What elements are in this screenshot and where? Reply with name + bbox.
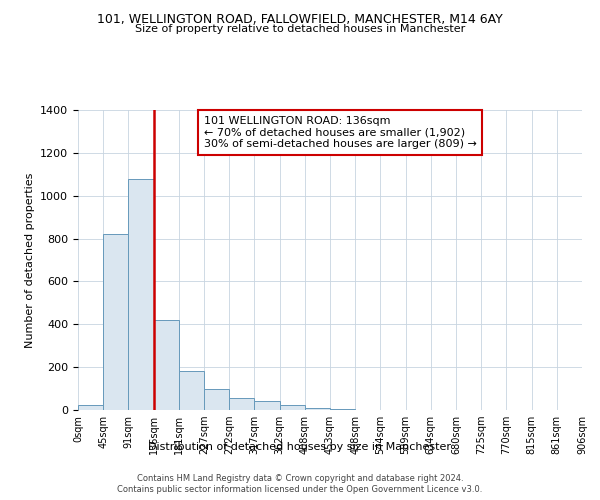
Bar xyxy=(204,388,229,410)
Bar xyxy=(254,402,280,410)
Bar xyxy=(280,404,305,410)
Bar xyxy=(330,409,355,410)
Text: 101, WELLINGTON ROAD, FALLOWFIELD, MANCHESTER, M14 6AY: 101, WELLINGTON ROAD, FALLOWFIELD, MANCH… xyxy=(97,12,503,26)
Bar xyxy=(229,398,254,410)
Y-axis label: Number of detached properties: Number of detached properties xyxy=(25,172,35,348)
Bar xyxy=(78,404,103,410)
Bar xyxy=(305,408,330,410)
Text: Distribution of detached houses by size in Manchester: Distribution of detached houses by size … xyxy=(149,442,452,452)
Text: Size of property relative to detached houses in Manchester: Size of property relative to detached ho… xyxy=(135,24,465,34)
Text: Contains HM Land Registry data © Crown copyright and database right 2024.: Contains HM Land Registry data © Crown c… xyxy=(137,474,463,483)
Text: Contains public sector information licensed under the Open Government Licence v3: Contains public sector information licen… xyxy=(118,485,482,494)
Bar xyxy=(103,234,128,410)
Bar xyxy=(154,320,179,410)
Bar xyxy=(179,372,204,410)
Bar xyxy=(128,178,154,410)
Text: 101 WELLINGTON ROAD: 136sqm
← 70% of detached houses are smaller (1,902)
30% of : 101 WELLINGTON ROAD: 136sqm ← 70% of det… xyxy=(204,116,477,149)
